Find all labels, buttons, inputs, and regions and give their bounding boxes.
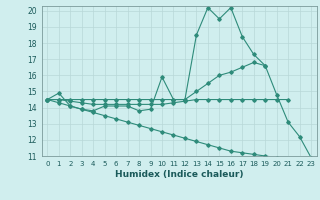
X-axis label: Humidex (Indice chaleur): Humidex (Indice chaleur)	[115, 170, 244, 179]
